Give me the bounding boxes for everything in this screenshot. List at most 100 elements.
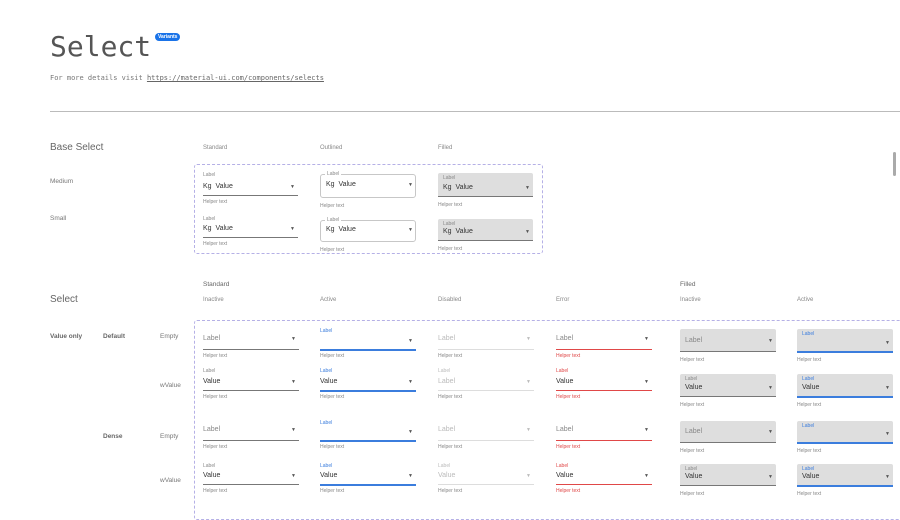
arrow-drop-down-icon[interactable]: ▼ xyxy=(408,473,413,479)
helper-text: Helper text xyxy=(438,202,463,208)
field-label: Label xyxy=(203,368,216,374)
select-field[interactable]: Label Value ▼ Helper text xyxy=(797,464,893,498)
field-label: Label xyxy=(556,368,569,374)
helper-text: Helper text xyxy=(203,199,228,205)
helper-text: Helper text xyxy=(556,444,581,450)
density-dense: Dense xyxy=(103,433,123,440)
helper-text: Helper text xyxy=(203,488,228,494)
value-text: Label xyxy=(685,337,703,344)
scrollbar[interactable] xyxy=(893,152,896,176)
arrow-drop-down-icon[interactable]: ▼ xyxy=(408,338,413,344)
arrow-drop-down-icon[interactable]: ▼ xyxy=(408,429,413,435)
value-text: Label xyxy=(203,335,221,342)
docs-link[interactable]: https://material-ui.com/components/selec… xyxy=(146,74,324,82)
arrow-drop-down-icon[interactable]: ▼ xyxy=(290,184,295,190)
select-field[interactable]: Label ▼ Helper text xyxy=(438,420,534,453)
field-label: Label xyxy=(443,221,456,227)
underline xyxy=(797,396,893,398)
select-field[interactable]: Label Kg Value ▼ Helper text xyxy=(320,217,416,254)
col-filled: Filled xyxy=(438,145,453,151)
select-field[interactable]: Label Value ▼ Helper text xyxy=(203,368,299,403)
arrow-drop-down-icon[interactable]: ▼ xyxy=(291,379,296,385)
select-field[interactable]: Label Kg Value ▼ Helper text xyxy=(438,219,533,253)
arrow-drop-down-icon[interactable]: ▼ xyxy=(885,474,890,480)
select-field[interactable]: Label Value ▼ Helper text xyxy=(438,463,534,497)
filled-background xyxy=(797,464,893,486)
select-field[interactable]: Label Value ▼ Helper text xyxy=(680,464,776,498)
select-field[interactable]: Label Kg Value ▼ Helper text xyxy=(203,216,298,250)
select-field[interactable]: Label ▼ Helper text xyxy=(203,328,299,362)
arrow-drop-down-icon[interactable]: ▼ xyxy=(526,473,531,479)
select-field[interactable]: Label Value ▼ Helper text xyxy=(203,463,299,497)
helper-text: Helper text xyxy=(203,241,228,247)
arrow-drop-down-icon[interactable]: ▼ xyxy=(291,336,296,342)
arrow-drop-down-icon[interactable]: ▼ xyxy=(408,227,413,233)
field-value: Label xyxy=(685,428,702,435)
value-text: Value xyxy=(438,472,456,479)
arrow-drop-down-icon[interactable]: ▼ xyxy=(885,385,890,391)
underline xyxy=(438,484,534,485)
underline xyxy=(320,390,416,392)
arrow-drop-down-icon[interactable]: ▼ xyxy=(768,429,773,435)
field-value: Value xyxy=(438,472,455,479)
helper-text: Helper text xyxy=(680,491,705,497)
helper-text: Helper text xyxy=(797,448,822,454)
select-field[interactable]: Label Value ▼ Helper text xyxy=(797,374,893,409)
select-field[interactable]: Label Value ▼ Helper text xyxy=(320,368,416,403)
select-field[interactable]: Label ▼ Helper text xyxy=(556,420,652,453)
base-variants-frame xyxy=(194,164,543,254)
arrow-drop-down-icon[interactable]: ▼ xyxy=(408,182,413,188)
select-field[interactable]: Label ▼ Helper text xyxy=(203,420,299,453)
filled-background xyxy=(797,329,893,352)
select-field[interactable]: Label Kg Value ▼ Helper text xyxy=(438,173,533,209)
arrow-drop-down-icon[interactable]: ▼ xyxy=(290,226,295,232)
arrow-drop-down-icon[interactable]: ▼ xyxy=(291,427,296,433)
select-field[interactable]: Label ▼ Helper text xyxy=(797,421,893,455)
col-outlined: Outlined xyxy=(320,145,343,151)
value-text: Value xyxy=(556,472,574,479)
select-field[interactable]: Label ▼ Helper text xyxy=(320,328,416,362)
select-field[interactable]: Label Value ▼ Helper text xyxy=(556,368,652,403)
arrow-drop-down-icon[interactable]: ▼ xyxy=(526,427,531,433)
arrow-drop-down-icon[interactable]: ▼ xyxy=(526,336,531,342)
unit-prefix: Kg xyxy=(443,228,452,235)
select-field[interactable]: Label ▼ Helper text xyxy=(680,421,776,455)
select-field[interactable]: Label ▼ Helper text xyxy=(556,328,652,362)
arrow-drop-down-icon[interactable]: ▼ xyxy=(885,340,890,346)
arrow-drop-down-icon[interactable]: ▼ xyxy=(408,379,413,385)
arrow-drop-down-icon[interactable]: ▼ xyxy=(768,338,773,344)
value-text: Value xyxy=(215,225,233,232)
arrow-drop-down-icon[interactable]: ▼ xyxy=(768,474,773,480)
select-field[interactable]: Label Kg Value ▼ Helper text xyxy=(203,172,298,208)
col-std-inactive: Inactive xyxy=(203,297,224,303)
state-empty: Empty xyxy=(160,333,179,340)
arrow-drop-down-icon[interactable]: ▼ xyxy=(644,427,649,433)
select-field[interactable]: Label Value ▼ Helper text xyxy=(680,374,776,409)
field-value: Value xyxy=(320,378,337,385)
select-field[interactable]: Label ▼ Helper text xyxy=(438,328,534,362)
arrow-drop-down-icon[interactable]: ▼ xyxy=(885,431,890,437)
arrow-drop-down-icon[interactable]: ▼ xyxy=(644,379,649,385)
select-field[interactable]: Label Value ▼ Helper text xyxy=(320,463,416,497)
select-field[interactable]: Label Value ▼ Helper text xyxy=(556,463,652,497)
density-default: Default xyxy=(103,333,126,340)
select-field[interactable]: Label Kg Value ▼ Helper text xyxy=(320,171,416,210)
select-field[interactable]: Label ▼ Helper text xyxy=(320,420,416,453)
helper-text: Helper text xyxy=(320,488,345,494)
select-field[interactable]: Label ▼ Helper text xyxy=(680,329,776,364)
arrow-drop-down-icon[interactable]: ▼ xyxy=(291,473,296,479)
helper-text: Helper text xyxy=(797,491,822,497)
arrow-drop-down-icon[interactable]: ▼ xyxy=(525,185,530,191)
field-label: Label xyxy=(203,463,216,469)
underline xyxy=(556,390,652,391)
select-field[interactable]: Label Label ▼ Helper text xyxy=(438,368,534,403)
arrow-drop-down-icon[interactable]: ▼ xyxy=(644,473,649,479)
arrow-drop-down-icon[interactable]: ▼ xyxy=(525,229,530,235)
select-field[interactable]: Label ▼ Helper text xyxy=(797,329,893,364)
arrow-drop-down-icon[interactable]: ▼ xyxy=(526,379,531,385)
arrow-drop-down-icon[interactable]: ▼ xyxy=(768,385,773,391)
field-label: Label xyxy=(320,368,333,374)
arrow-drop-down-icon[interactable]: ▼ xyxy=(644,336,649,342)
value-text: Label xyxy=(438,378,456,385)
value-text: Value xyxy=(802,473,820,480)
